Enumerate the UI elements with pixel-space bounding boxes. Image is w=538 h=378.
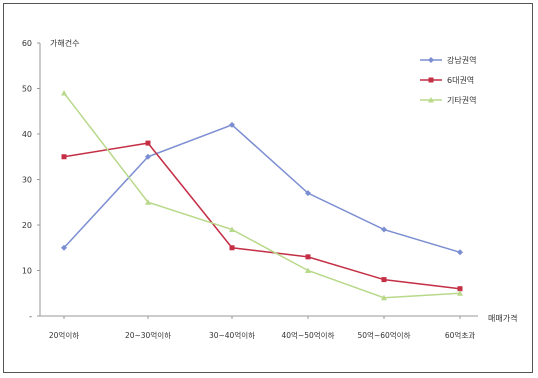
legend-item-1: 6대권역 [420,75,474,85]
legend-marker [428,77,434,83]
y-tick-label: 50 [22,85,32,94]
x-tick-label: 20억이하 [49,330,79,340]
data-point [305,190,311,197]
y-tick-label: 40 [22,130,32,139]
y-tick-label: 60 [22,39,32,48]
data-point [457,249,463,256]
x-axis-title: 매매가격 [488,313,517,323]
data-point [145,199,151,205]
data-point [229,121,235,128]
data-point [61,90,67,96]
legend-label: 기타권역 [447,95,476,105]
legend-item-2: 기타권역 [420,95,476,105]
x-tick-label: 40억~50억이하 [282,330,335,340]
data-point [381,277,387,283]
y-tick-label: - [29,312,32,321]
data-point [145,153,151,160]
y-tick-label: 10 [22,267,32,276]
data-point [457,290,463,296]
data-point [229,245,235,251]
data-point [61,154,67,160]
x-tick-label: 50억~60억이하 [358,330,411,340]
legend-label: 6대권역 [447,75,474,85]
series-line-2 [63,92,461,299]
series-line-1 [63,142,461,290]
y-tick-label: 30 [22,176,32,185]
legend-marker [428,97,434,103]
data-point [381,294,387,301]
x-tick-label: 20~30억이하 [125,330,171,340]
data-point [229,226,235,233]
y-axis-title: 가해건수 [50,38,79,48]
legend-label: 강남권역 [447,55,476,65]
y-tick-label: 20 [22,221,32,230]
chart-frame [3,3,533,373]
series-line-0 [63,124,461,254]
legend-marker [428,57,434,63]
legend: 강남권역 6대권역 기타권역 [420,55,476,105]
data-point [457,286,463,292]
data-point [305,267,311,273]
data-point [381,226,387,233]
data-point [145,140,151,146]
data-point [61,244,67,251]
data-point [305,254,311,260]
x-tick-label: 60억초과 [445,331,475,340]
x-tick-label: 30~40억이하 [209,330,255,340]
